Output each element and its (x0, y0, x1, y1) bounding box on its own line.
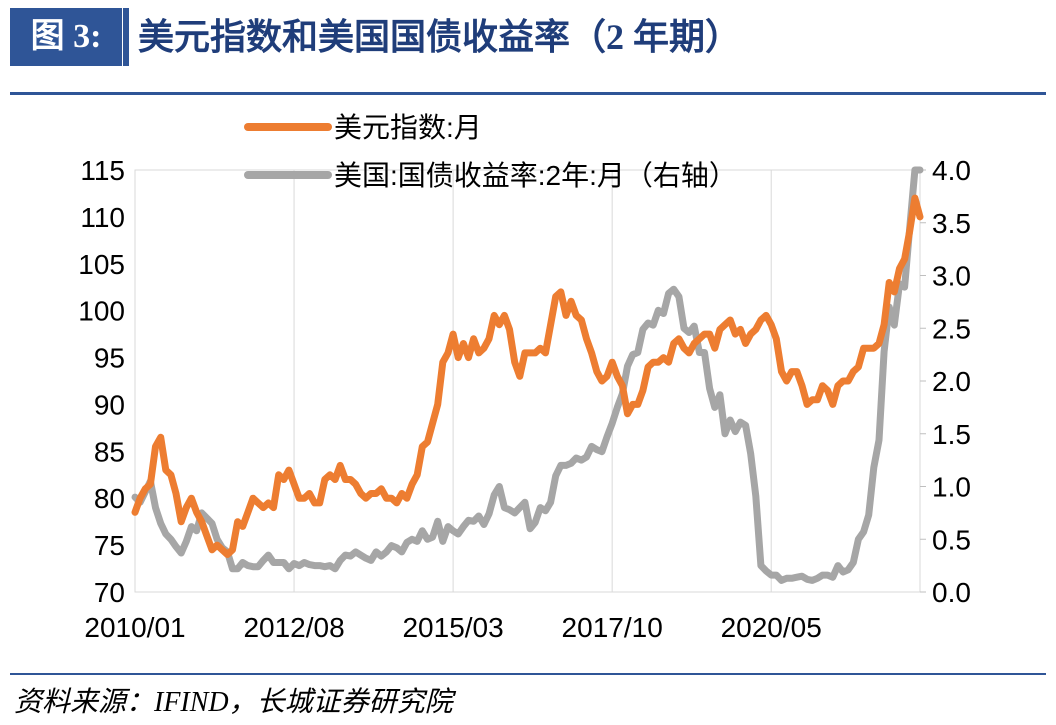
right-tick-label: 2.0 (932, 366, 971, 397)
left-tick-label: 90 (94, 389, 125, 420)
figure-label: 图 3: (10, 8, 122, 66)
right-tick-label: 0.0 (932, 577, 971, 608)
x-tick-label: 2012/08 (243, 612, 344, 643)
figure-label-bar (123, 8, 129, 66)
left-tick-label: 95 (94, 343, 125, 374)
left-tick-label: 75 (94, 530, 125, 561)
right-tick-label: 2.5 (932, 313, 971, 344)
series-layer (131, 166, 924, 584)
x-tick-label: 2015/03 (402, 612, 503, 643)
right-tick-label: 0.5 (932, 524, 971, 555)
footer-rule (10, 673, 1046, 675)
left-tick-label: 85 (94, 436, 125, 467)
figure-title: 美元指数和美国国债收益率（2 年期） (138, 17, 742, 57)
x-tick-label: 2020/05 (721, 612, 822, 643)
left-tick-label: 110 (80, 202, 125, 233)
axis-layer: 2010/01 2012/08 2015/03 2017/10 2020/05 70 75 8… (78, 155, 971, 643)
series-line-ust-2y (131, 166, 924, 584)
x-tick-label: 2017/10 (562, 612, 663, 643)
left-tick-label: 80 (94, 483, 125, 514)
figure-header: 图 3: 美元指数和美国国债收益率（2 年期） (10, 8, 1050, 66)
right-tick-label: 1.5 (932, 419, 971, 450)
right-tick-label: 1.0 (932, 472, 971, 503)
left-tick-label: 115 (80, 155, 125, 186)
left-tick-label: 100 (78, 296, 125, 327)
chart-legend: 美元指数:月美国:国债收益率:2年:月（右轴） (244, 112, 737, 191)
legend-label-usd-index: 美元指数:月 (334, 112, 482, 143)
x-tick-label: 2010/01 (84, 612, 185, 643)
header-rule (10, 92, 1046, 95)
right-tick-label: 4.0 (932, 155, 971, 186)
left-tick-label: 105 (78, 249, 125, 280)
right-tick-label: 3.0 (932, 261, 971, 292)
left-tick-label: 70 (94, 577, 125, 608)
legend-label-ust-2y: 美国:国债收益率:2年:月（右轴） (334, 160, 737, 191)
dual-axis-line-chart: 2010/01 2012/08 2015/03 2017/10 2020/05 70 75 8… (78, 112, 971, 643)
right-tick-label: 3.5 (932, 208, 971, 239)
source-note: 资料来源：IFIND，长城证券研究院 (14, 687, 453, 718)
series-line-usd-index (131, 194, 924, 558)
